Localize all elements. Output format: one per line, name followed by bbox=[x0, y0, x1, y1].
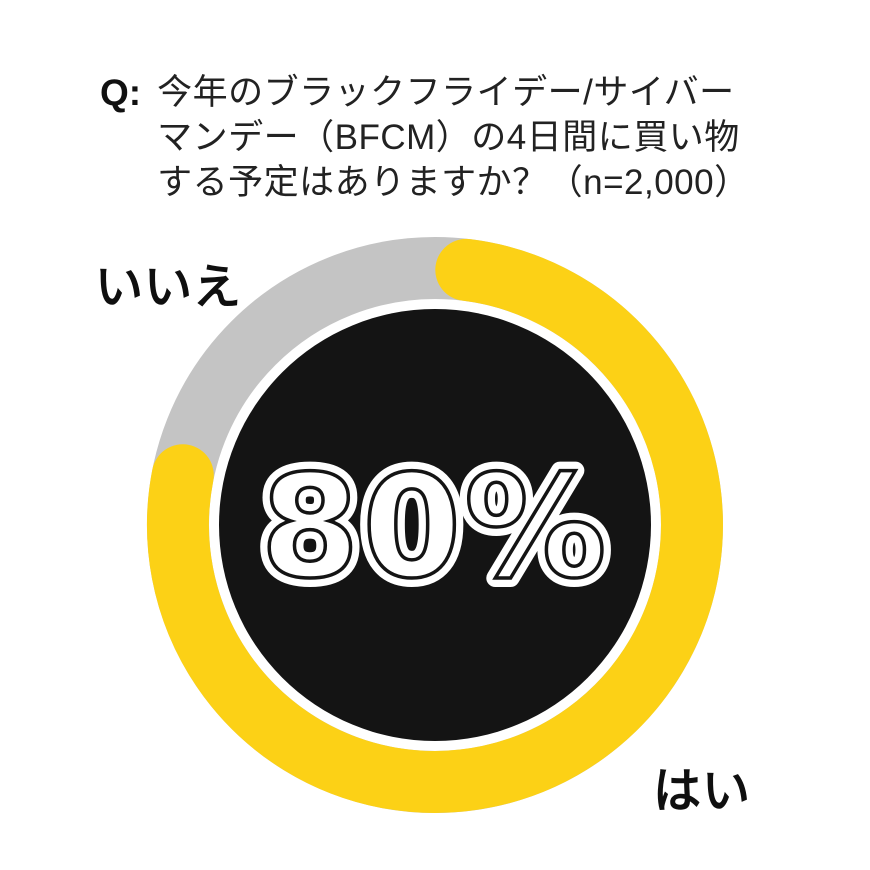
donut-center-disc bbox=[219, 309, 651, 741]
question-line-3: する予定はありますか？（n=2,000） bbox=[157, 163, 750, 202]
percent-value: 80% bbox=[261, 445, 610, 610]
question-line-1: 今年のブラックフライデー/サイバー bbox=[157, 73, 735, 112]
question-text: 今年のブラックフライデー/サイバー マンデー（BFCM）の4日間に買い物 する予… bbox=[157, 70, 750, 205]
donut-segment-yes bbox=[146, 238, 723, 813]
label-no: いいえ bbox=[95, 261, 243, 314]
question-prefix: Q: bbox=[100, 72, 142, 113]
question-header: Q: 今年のブラックフライデー/サイバー マンデー（BFCM）の4日間に買い物 … bbox=[100, 70, 750, 205]
percent-value-halo: 80% bbox=[261, 445, 610, 610]
label-yes: はい bbox=[653, 765, 752, 818]
question-line-2: マンデー（BFCM）の4日間に買い物 bbox=[157, 118, 740, 157]
